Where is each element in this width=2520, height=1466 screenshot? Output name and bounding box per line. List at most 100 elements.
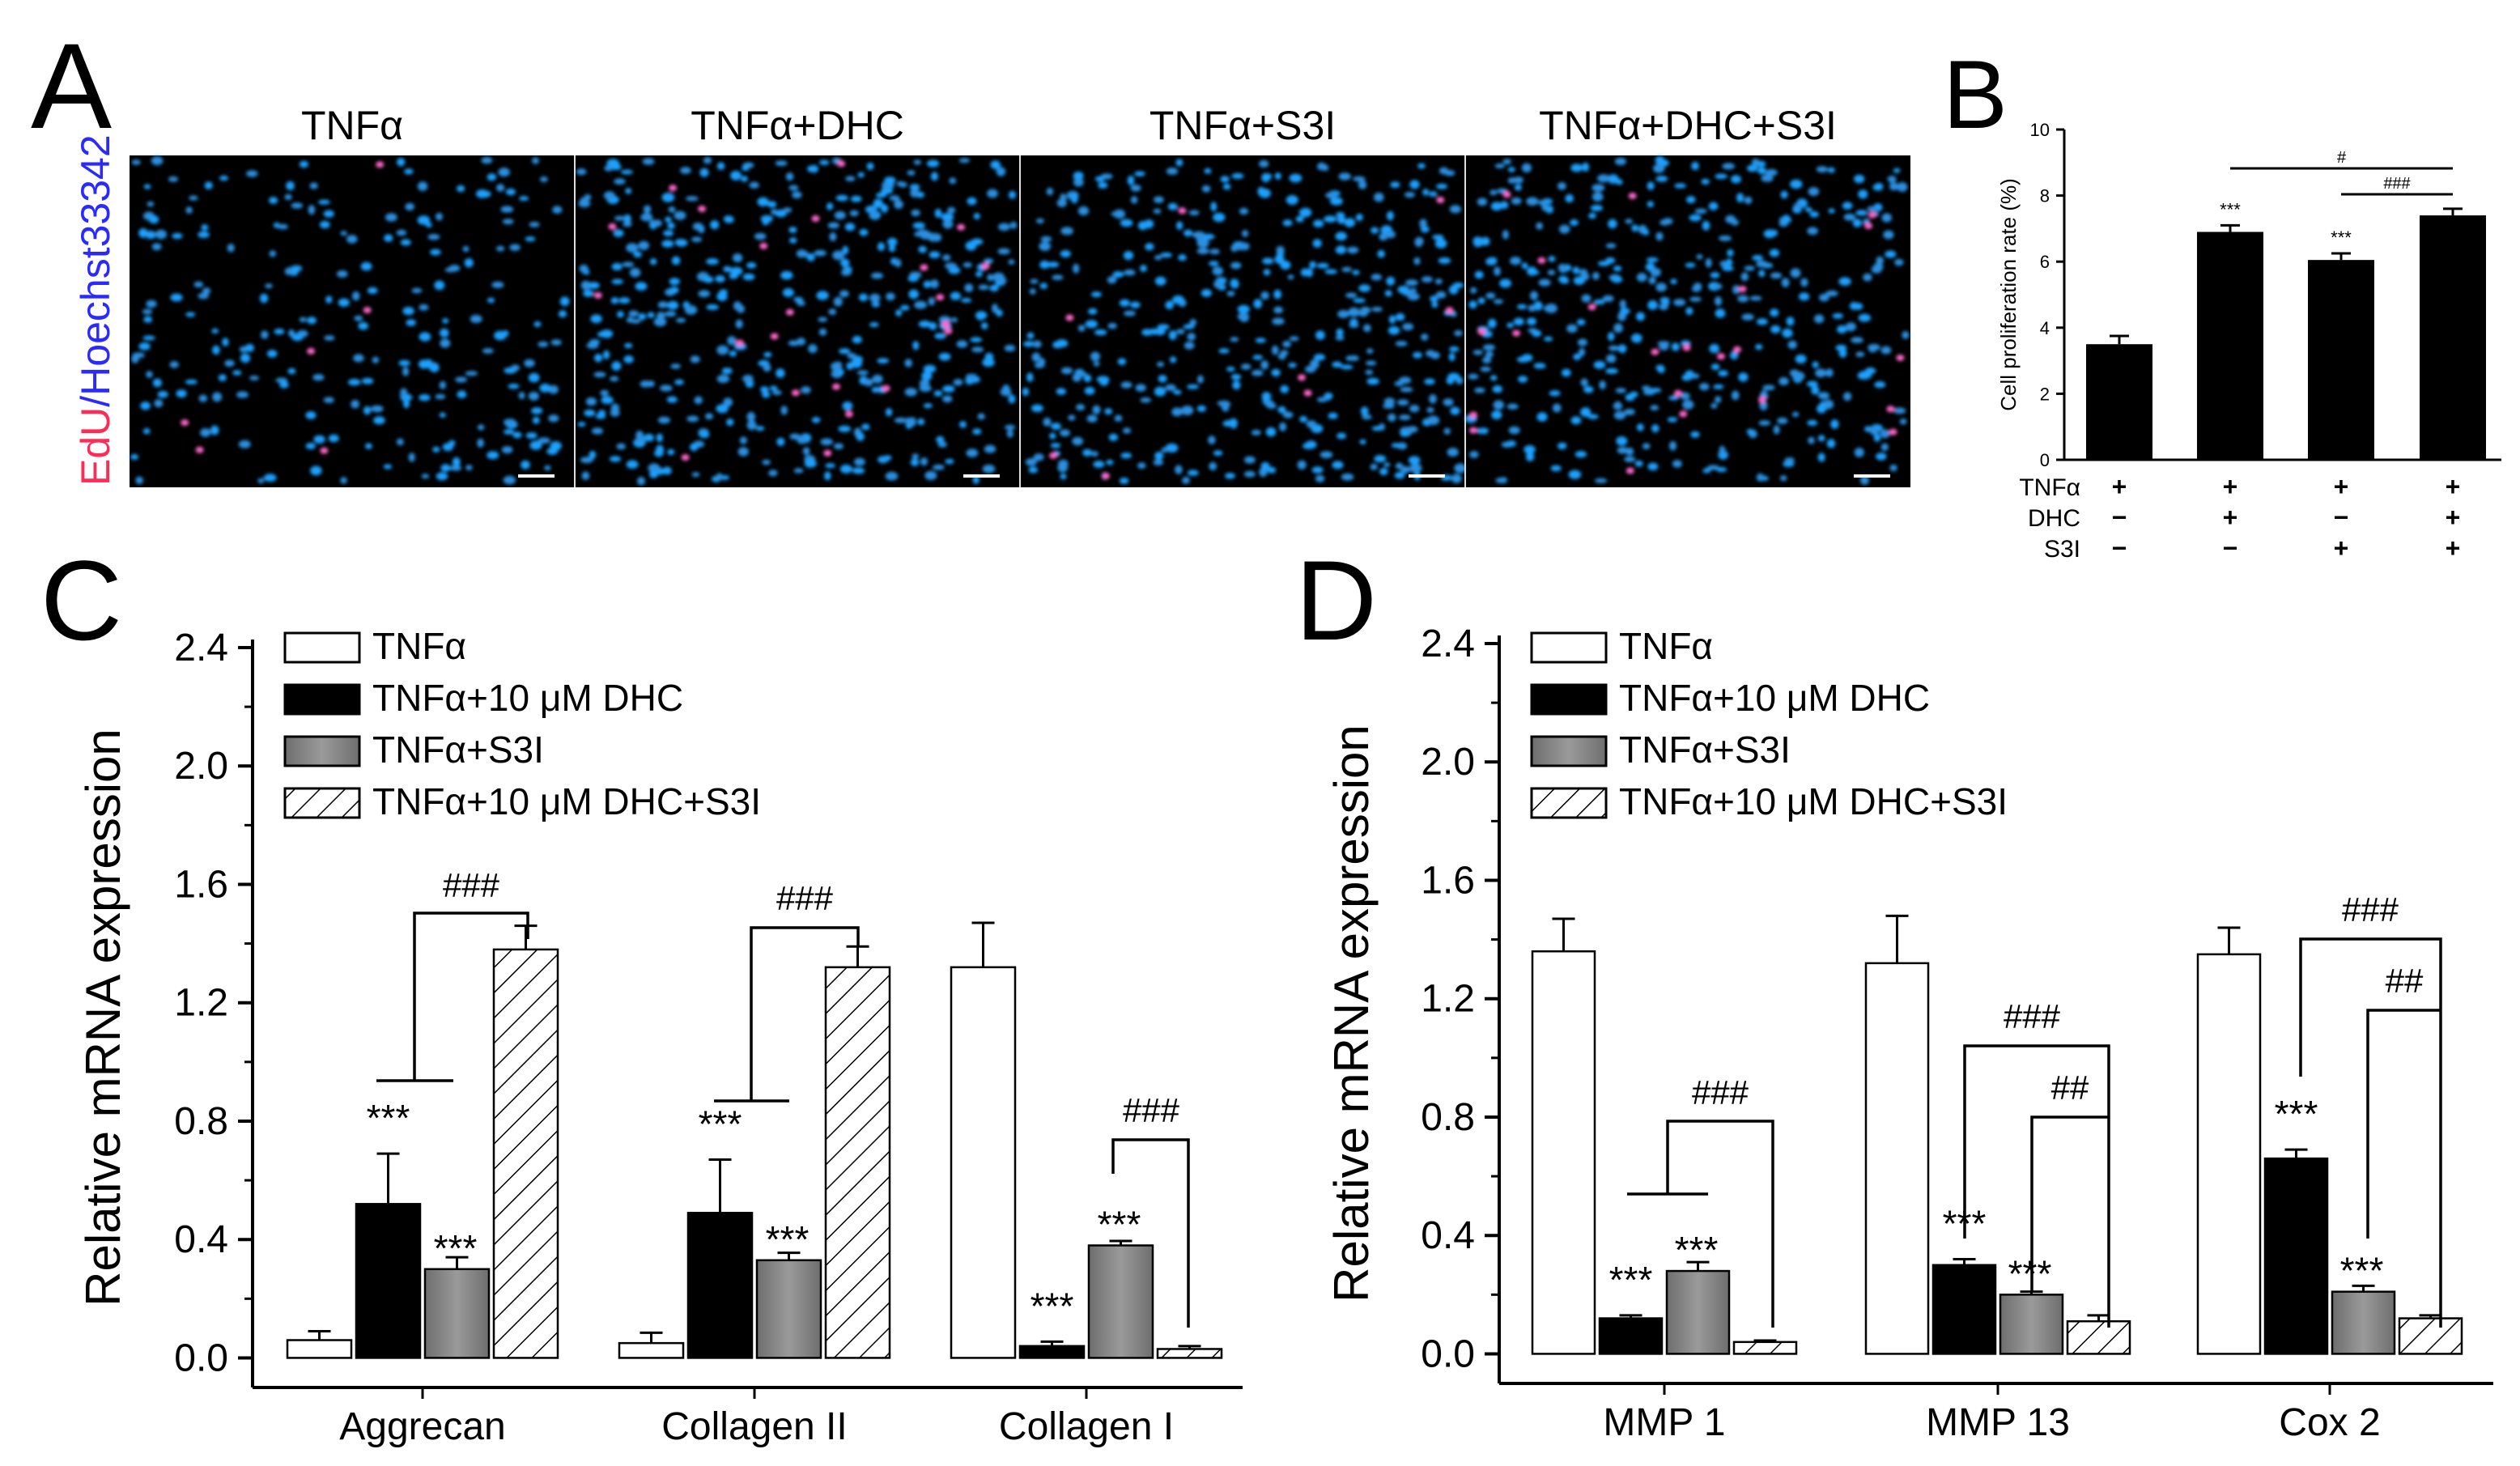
significance-stars: *** (2331, 227, 2352, 248)
bar (2066, 1319, 2131, 1355)
condition-sign: − (2334, 503, 2349, 532)
bar (1087, 1244, 1154, 1359)
y-tick-label: 2 (2040, 384, 2050, 404)
bracket-label: ### (2342, 890, 2399, 928)
condition-sign: − (2112, 503, 2127, 532)
bar (2263, 1157, 2329, 1355)
x-tick-label: Collagen II (661, 1405, 847, 1448)
micrograph-image (130, 155, 575, 487)
legend-label: TNFα (1619, 625, 1713, 667)
condition-sign: + (2446, 533, 2461, 563)
legend-swatch (283, 631, 361, 664)
bar (1999, 1294, 2064, 1355)
bar (2196, 953, 2262, 1355)
panel-a: A EdU/Hoechst33342 TNFα TNFα+DHC TNFα+S3I T… (31, 18, 1910, 487)
y-tick-label: 2.0 (1421, 741, 1475, 784)
significance-stars: *** (2275, 1093, 2318, 1135)
y-tick-label: 10 (2030, 120, 2050, 140)
significance-bracket (2299, 937, 2442, 1328)
significance-bracket (1111, 1138, 1190, 1328)
x-tick-label: MMP 13 (1926, 1401, 2070, 1444)
bar (824, 966, 891, 1359)
y-tick-label: 0.0 (174, 1336, 228, 1379)
condition-sign: + (2112, 472, 2127, 501)
bar (2420, 215, 2486, 460)
y-tick-label: 0 (2040, 450, 2050, 470)
legend-swatch (1530, 787, 1608, 819)
panel-letter: C (40, 537, 122, 664)
bar (1732, 1341, 1798, 1355)
significance-stars: *** (1031, 1285, 1074, 1327)
micrograph-title: TNFα+DHC (691, 103, 904, 148)
y-tick-label: 1.2 (1421, 978, 1475, 1021)
y-tick-label: 1.2 (174, 982, 228, 1025)
bar (1156, 1348, 1223, 1359)
bracket-label: ### (2004, 997, 2061, 1035)
legend-label: TNFα+10 μM DHC+S3I (1619, 780, 2008, 822)
y-tick-label: 1.6 (1421, 859, 1475, 902)
significance-stars: *** (1098, 1204, 1141, 1246)
micrograph-title: TNFα+S3I (1150, 103, 1336, 148)
x-tick-label: MMP 1 (1603, 1401, 1725, 1444)
bar (2331, 1290, 2396, 1355)
bar (1864, 962, 1930, 1355)
micrograph-image (1465, 155, 1910, 487)
significance-bracket (413, 911, 529, 1081)
legend-swatch (283, 787, 361, 819)
condition-sign: + (2334, 533, 2349, 563)
bracket-label: ### (443, 866, 500, 904)
legend-label: TNFα (372, 625, 466, 667)
bar (686, 1212, 754, 1359)
legend-label: TNFα+S3I (372, 729, 544, 771)
y-axis-label: Relative mRNA expression (76, 729, 130, 1307)
legend-swatch (283, 735, 361, 767)
x-tick-label: Cox 2 (2279, 1401, 2380, 1444)
bar (355, 1203, 422, 1359)
bar (423, 1268, 491, 1359)
significance-bracket (2366, 1009, 2441, 1239)
bar (2308, 260, 2374, 460)
hoechst-label: Hoechst33342 (73, 134, 118, 395)
condition-sign: + (2223, 472, 2238, 501)
condition-label: S3I (2044, 536, 2080, 563)
y-axis-label: Relative mRNA expression (1324, 725, 1379, 1302)
condition-sign: − (2112, 533, 2127, 563)
bar (492, 948, 559, 1359)
legend-swatch (1530, 683, 1608, 716)
legend-label: TNFα+10 μM DHC (372, 677, 683, 719)
bracket-label: ## (2051, 1069, 2089, 1107)
panel-b-letter: B (1943, 40, 2008, 149)
y-tick-label: 4 (2040, 318, 2050, 338)
bracket-label: ## (2386, 962, 2424, 1000)
condition-sign: + (2446, 472, 2461, 501)
bar (1598, 1317, 1664, 1355)
y-tick-label: 2.0 (174, 745, 228, 788)
panel-letter: D (1295, 537, 1377, 664)
condition-sign: − (2223, 533, 2238, 563)
significance-stars: *** (2008, 1252, 2052, 1294)
nuclei-layer (576, 156, 1018, 486)
significance-bracket (1963, 1044, 2110, 1328)
nuclei-layer (130, 156, 570, 485)
significance-stars: *** (2340, 1250, 2384, 1292)
legend-swatch (1530, 631, 1608, 664)
bracket-label: ### (1123, 1091, 1180, 1129)
micrograph-title: TNFα (301, 103, 403, 148)
bar (618, 1341, 685, 1359)
legend-swatch (1530, 735, 1608, 767)
y-axis-label: Cell proliferation rate (%) (1996, 178, 2021, 411)
legend-label: TNFα+S3I (1619, 729, 1791, 771)
bar (2086, 344, 2152, 460)
y-tick-label: 8 (2040, 186, 2050, 206)
panel-a-ylabel: EdU/Hoechst33342 (73, 134, 118, 486)
bar (1018, 1345, 1086, 1359)
bracket-label: ### (2383, 175, 2411, 193)
bar (1931, 1264, 1997, 1355)
y-tick-label: 0.8 (1421, 1096, 1475, 1139)
bar (1665, 1269, 1731, 1355)
y-tick-label: 1.6 (174, 863, 228, 906)
significance-stars: *** (434, 1227, 478, 1269)
bar (950, 966, 1017, 1359)
y-tick-label: 2.4 (1421, 623, 1475, 665)
edu-label: EdU (73, 407, 118, 486)
